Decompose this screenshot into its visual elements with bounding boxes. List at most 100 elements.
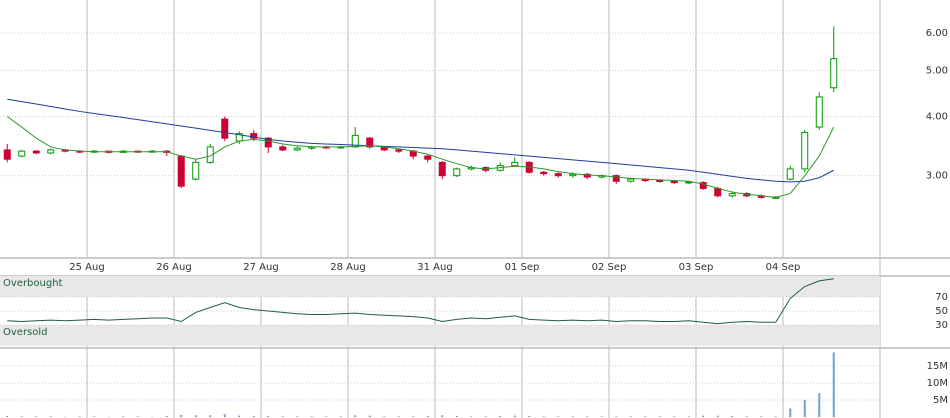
x-tick-label: 26 Aug xyxy=(156,262,191,273)
volume-bar xyxy=(673,416,676,417)
volume-bar xyxy=(702,415,705,417)
candle-body xyxy=(366,137,374,148)
candle-body xyxy=(395,149,403,152)
candle-body xyxy=(728,193,736,197)
volume-bar xyxy=(223,414,226,417)
candle-body xyxy=(569,173,577,177)
y-tick-label: 6.00 xyxy=(926,28,948,39)
x-tick-label: 01 Sep xyxy=(505,262,540,273)
y-tick-label: 5.00 xyxy=(926,66,948,77)
y-tick-label: 10M xyxy=(927,378,948,389)
volume-bar xyxy=(354,415,357,417)
candle-body xyxy=(670,180,678,184)
volume-bar xyxy=(194,415,197,417)
volume-bar xyxy=(687,416,690,417)
candle-body xyxy=(540,171,548,175)
x-tick-label: 25 Aug xyxy=(69,262,104,273)
volume-bar xyxy=(789,408,792,417)
y-tick-label: 4.00 xyxy=(926,112,948,123)
band-label: Oversold xyxy=(3,327,48,338)
candle-body xyxy=(221,118,229,139)
candle-body xyxy=(685,181,693,184)
candle-body xyxy=(177,155,185,187)
y-tick-label: 3.00 xyxy=(926,171,948,182)
volume-bar xyxy=(397,416,400,417)
volume-bar xyxy=(542,416,545,417)
x-tick-label: 02 Sep xyxy=(592,262,627,273)
candle-body xyxy=(293,147,301,151)
volume-bar xyxy=(93,416,96,417)
candle-body xyxy=(453,168,461,177)
volume-bar xyxy=(383,416,386,417)
volume-bar xyxy=(644,416,647,417)
volume-bar xyxy=(470,416,473,417)
volume-bar xyxy=(499,415,502,417)
volume-bar xyxy=(64,416,67,418)
x-tick-label: 31 Aug xyxy=(417,262,452,273)
candle-body xyxy=(192,161,200,180)
volume-bar xyxy=(600,416,603,417)
x-tick-label: 03 Sep xyxy=(679,262,714,273)
volume-bar xyxy=(107,416,110,418)
candle-body xyxy=(3,149,11,160)
volume-bar xyxy=(528,415,531,417)
volume-bar xyxy=(803,400,806,417)
volume-bar xyxy=(136,416,139,417)
candle-body xyxy=(351,134,359,148)
x-tick-label: 28 Aug xyxy=(330,262,365,273)
candle-body xyxy=(627,178,635,182)
moving-average xyxy=(7,98,834,183)
y-tick-label: 5M xyxy=(933,395,948,406)
volume-bar xyxy=(310,416,313,417)
candle-body xyxy=(583,173,591,178)
candle-body xyxy=(511,161,519,167)
y-tick-label: 30 xyxy=(935,320,948,331)
x-tick-label: 04 Sep xyxy=(766,262,801,273)
volume-bar xyxy=(78,416,81,417)
rsi-line xyxy=(7,278,834,325)
volume-bar xyxy=(35,416,38,417)
volume-bar xyxy=(484,416,487,417)
volume-bar xyxy=(745,416,748,417)
volume-bar xyxy=(339,416,342,417)
volume-bar xyxy=(281,416,284,417)
y-tick-label: 15M xyxy=(927,361,948,372)
candle-body xyxy=(786,168,794,180)
candle-body xyxy=(424,155,432,160)
volume-bar xyxy=(252,415,255,417)
rsi-band xyxy=(0,276,880,297)
volume-bar xyxy=(6,415,9,417)
band-label: Overbought xyxy=(3,278,63,289)
moving-average xyxy=(6,116,835,198)
volume-bar xyxy=(296,416,299,417)
volume-bar xyxy=(180,414,183,417)
volume-bar xyxy=(122,416,125,417)
candle-body xyxy=(18,150,26,157)
volume-bar xyxy=(325,416,328,417)
volume-bar xyxy=(774,416,777,417)
volume-bar xyxy=(629,416,632,417)
volume-bar xyxy=(426,415,429,417)
candle-body xyxy=(32,150,40,154)
candle-body xyxy=(47,149,55,154)
candle-body xyxy=(250,133,258,139)
candle-body xyxy=(279,146,287,151)
volume-bar xyxy=(716,415,719,417)
candle-body xyxy=(612,175,620,182)
volume-bar xyxy=(513,415,516,417)
candle-body xyxy=(438,161,446,177)
rsi-band xyxy=(0,325,880,346)
candle-body xyxy=(830,58,838,89)
y-tick-label: 50 xyxy=(935,306,948,317)
volume-bar xyxy=(615,416,618,417)
volume-bar xyxy=(238,415,241,417)
volume-bar xyxy=(557,416,560,417)
y-tick-label: 70 xyxy=(935,292,948,303)
volume-bar xyxy=(832,352,835,417)
volume-bar xyxy=(412,416,415,417)
volume-bar xyxy=(571,416,574,417)
volume-bar xyxy=(586,416,589,417)
volume-bar xyxy=(20,416,23,417)
volume-bar xyxy=(658,416,661,417)
